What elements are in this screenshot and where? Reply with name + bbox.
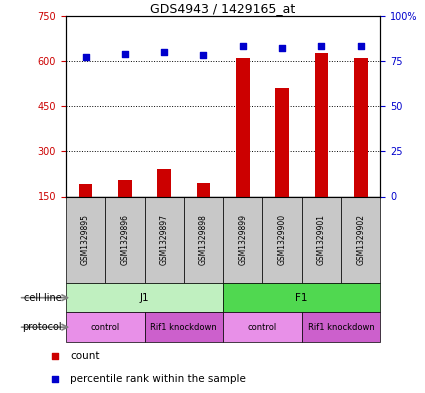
Bar [223,196,262,283]
Bar [144,312,223,342]
Point [52,353,59,359]
Text: GSM1329896: GSM1329896 [120,214,129,265]
Point [122,51,128,57]
Point [357,43,364,50]
Text: J1: J1 [140,293,149,303]
Bar [223,283,380,312]
Bar [184,196,223,283]
Point [279,45,286,51]
Text: control: control [91,323,120,332]
Text: GSM1329897: GSM1329897 [160,214,169,265]
Title: GDS4943 / 1429165_at: GDS4943 / 1429165_at [150,2,296,15]
Text: control: control [248,323,277,332]
Bar [275,88,289,196]
Bar [66,283,223,312]
Point [161,49,167,55]
Bar [354,58,368,196]
Text: GSM1329899: GSM1329899 [238,214,247,265]
Point [82,54,89,61]
Text: GSM1329895: GSM1329895 [81,214,90,265]
Text: Rif1 knockdown: Rif1 knockdown [150,323,217,332]
Text: GSM1329901: GSM1329901 [317,214,326,265]
Bar [66,312,144,342]
Text: protocol: protocol [22,322,62,332]
Text: GSM1329902: GSM1329902 [356,214,365,265]
Text: cell line: cell line [24,293,62,303]
Bar [157,169,171,196]
Text: F1: F1 [295,293,308,303]
Bar [341,196,380,283]
Point [200,52,207,59]
Bar [302,196,341,283]
Bar [144,196,184,283]
Text: Rif1 knockdown: Rif1 knockdown [308,323,374,332]
Bar [302,312,380,342]
Bar [79,184,92,196]
Bar [314,53,328,196]
Bar [197,183,210,196]
Text: count: count [70,351,99,361]
Text: GSM1329900: GSM1329900 [278,214,286,265]
Bar [105,196,144,283]
Bar [236,58,249,196]
Point [318,43,325,50]
Bar [223,312,302,342]
Point [52,376,59,382]
Bar [262,196,302,283]
Point [239,43,246,50]
Bar [118,180,132,196]
Bar [66,196,105,283]
Text: GSM1329898: GSM1329898 [199,214,208,265]
Text: percentile rank within the sample: percentile rank within the sample [70,374,246,384]
